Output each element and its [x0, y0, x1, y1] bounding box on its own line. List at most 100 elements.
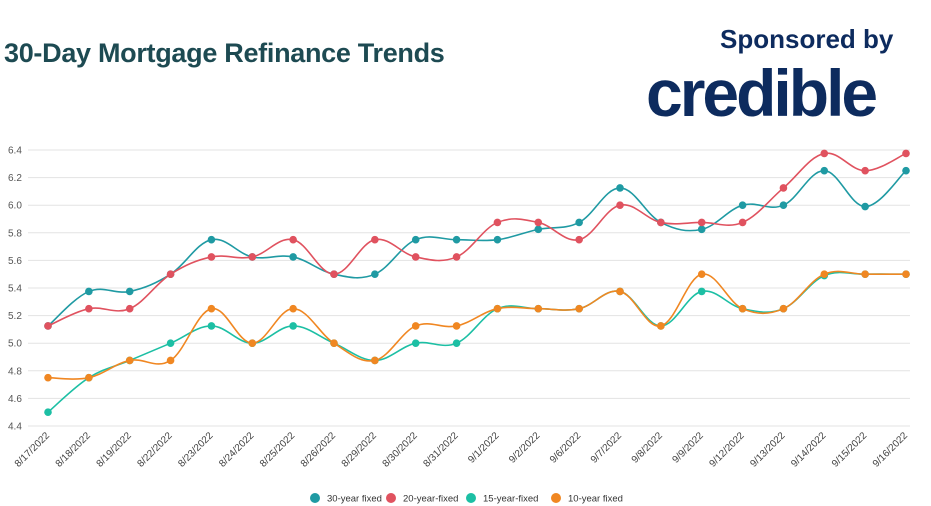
data-point-20-year-fixed	[125, 304, 134, 313]
data-point-20-year-fixed	[493, 218, 502, 227]
data-point-20-year-fixed	[289, 235, 297, 244]
series-lines	[44, 149, 910, 417]
data-point-30-year-fixed	[493, 235, 502, 244]
data-point-20-year-fixed	[330, 270, 338, 279]
data-point-10-year-fixed	[452, 322, 461, 330]
data-point-30-year-fixed	[411, 235, 420, 244]
y-tick-label: 5.2	[8, 311, 22, 322]
data-point-30-year-fixed	[738, 201, 747, 209]
data-point-15-year-fixed	[207, 322, 216, 330]
data-point-20-year-fixed	[371, 235, 379, 244]
data-point-15-year-fixed	[452, 339, 461, 348]
data-point-10-year-fixed	[330, 339, 338, 348]
data-point-10-year-fixed	[697, 270, 706, 279]
data-point-30-year-fixed	[125, 287, 134, 296]
x-tick-label: 8/29/2022	[340, 430, 380, 470]
data-point-10-year-fixed	[289, 304, 297, 313]
data-point-20-year-fixed	[575, 235, 583, 244]
legend-marker	[551, 493, 561, 503]
data-point-20-year-fixed	[166, 270, 175, 279]
data-point-20-year-fixed	[411, 253, 420, 261]
data-point-30-year-fixed	[371, 270, 379, 279]
data-point-10-year-fixed	[779, 304, 788, 313]
data-point-30-year-fixed	[861, 202, 869, 211]
data-point-10-year-fixed	[371, 356, 379, 365]
data-point-10-year-fixed	[125, 356, 134, 365]
data-point-20-year-fixed	[657, 218, 665, 227]
data-point-10-year-fixed	[820, 270, 829, 279]
grid-lines	[28, 149, 910, 427]
data-point-30-year-fixed	[85, 287, 93, 296]
x-tick-label: 8/26/2022	[299, 430, 339, 470]
data-point-15-year-fixed	[44, 408, 52, 417]
data-point-20-year-fixed	[452, 253, 461, 261]
data-point-10-year-fixed	[85, 373, 93, 382]
legend-marker	[466, 493, 476, 503]
data-point-10-year-fixed	[166, 356, 175, 365]
x-tick-label: 8/18/2022	[54, 430, 94, 470]
x-tick-label: 9/1/2022	[466, 430, 502, 466]
x-tick-label: 8/17/2022	[13, 430, 53, 470]
data-point-20-year-fixed	[534, 218, 543, 227]
data-point-30-year-fixed	[697, 225, 706, 234]
data-point-20-year-fixed	[616, 201, 624, 209]
series-line-30-year-fixed	[47, 169, 907, 327]
x-tick-label: 9/9/2022	[671, 430, 707, 466]
y-tick-label: 5.0	[8, 339, 22, 350]
data-point-20-year-fixed	[207, 253, 216, 261]
x-tick-label: 9/7/2022	[589, 430, 625, 466]
y-tick-label: 6.0	[8, 201, 22, 212]
y-tick-label: 4.8	[8, 366, 22, 377]
data-point-30-year-fixed	[779, 201, 788, 209]
series-line-10-year-fixed	[47, 270, 906, 380]
data-point-30-year-fixed	[207, 235, 216, 244]
legend-marker	[386, 493, 396, 503]
x-tick-label: 9/15/2022	[830, 430, 870, 470]
data-point-10-year-fixed	[861, 270, 869, 279]
data-point-20-year-fixed	[820, 149, 829, 158]
y-tick-label: 4.4	[8, 422, 22, 433]
y-tick-label: 5.4	[8, 284, 22, 295]
data-point-10-year-fixed	[248, 339, 257, 348]
data-point-30-year-fixed	[902, 166, 910, 175]
data-point-15-year-fixed	[411, 339, 420, 348]
legend-label: 20-year-fixed	[403, 494, 458, 505]
x-tick-label: 8/31/2022	[421, 430, 461, 470]
x-axis-ticks: 8/17/2022 8/18/2022 8/19/2022 8/22/2022 8/23…	[13, 430, 911, 470]
data-point-30-year-fixed	[616, 184, 624, 192]
data-point-20-year-fixed	[697, 218, 706, 227]
data-point-20-year-fixed	[779, 184, 788, 192]
x-tick-label: 9/12/2022	[707, 430, 747, 470]
legend-marker	[310, 493, 320, 503]
data-point-20-year-fixed	[861, 166, 869, 175]
data-point-10-year-fixed	[411, 322, 420, 330]
data-point-30-year-fixed	[575, 218, 583, 227]
legend-label: 15-year-fixed	[483, 494, 538, 505]
data-point-10-year-fixed	[575, 304, 583, 313]
series-line-20-year-fixed	[47, 152, 907, 327]
data-point-30-year-fixed	[534, 225, 543, 234]
legend: 30-year fixed 20-year-fixed 15-year-fixed 1…	[310, 493, 623, 505]
x-tick-label: 9/8/2022	[630, 430, 666, 466]
x-tick-label: 9/14/2022	[789, 430, 829, 470]
y-tick-label: 6.4	[8, 146, 22, 157]
y-axis-ticks: 4.4 4.6 4.8 5.0 5.2 5.4 5.6 5.8 6.0 6.2 6.4	[8, 146, 22, 433]
chart-title: 30-Day Mortgage Refinance Trends	[4, 38, 445, 68]
data-point-20-year-fixed	[85, 304, 93, 313]
data-point-15-year-fixed	[697, 287, 706, 296]
data-point-20-year-fixed	[248, 253, 257, 261]
x-tick-label: 8/24/2022	[217, 430, 257, 470]
y-tick-label: 4.6	[8, 394, 22, 405]
legend-label: 10-year fixed	[568, 494, 623, 505]
data-point-20-year-fixed	[44, 322, 52, 330]
data-point-10-year-fixed	[44, 373, 52, 382]
series-line-15-year-fixed	[47, 271, 907, 413]
credible-logo: credible	[646, 56, 878, 130]
x-tick-label: 9/16/2022	[871, 430, 911, 470]
data-point-10-year-fixed	[902, 270, 910, 279]
data-point-10-year-fixed	[738, 304, 747, 313]
x-tick-label: 8/19/2022	[95, 430, 135, 470]
data-point-15-year-fixed	[166, 339, 175, 348]
legend-label: 30-year fixed	[327, 494, 382, 505]
